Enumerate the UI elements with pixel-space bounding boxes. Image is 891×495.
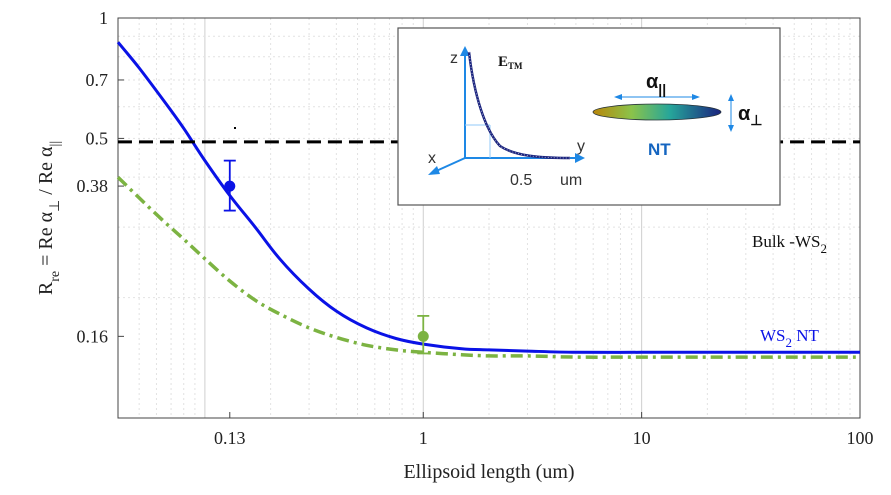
x-tick-label: 100	[847, 428, 874, 448]
y-tick-label: 0.38	[77, 176, 109, 196]
alpha-perp-label: α⊥	[738, 103, 763, 128]
ticks: 0.13 1 10 100 0.16 0.38 0.5 0.7 1	[77, 8, 874, 448]
inset-z-arrow	[460, 46, 470, 56]
alpha-par-arrowhead-right	[692, 94, 700, 100]
series-green-curve	[116, 175, 860, 359]
inset-nt-label: NT	[648, 140, 671, 159]
inset-unit-label: um	[560, 172, 582, 189]
x-axis-label: Ellipsoid length (um)	[403, 461, 574, 483]
y-tick-label: 1	[99, 8, 108, 28]
nt-annotation: WS2 NT	[760, 326, 820, 350]
inset-x-arrow	[428, 166, 440, 175]
alpha-par-arrowhead-left	[614, 94, 622, 100]
inset-z-label: z	[450, 50, 458, 67]
x-tick-label: 0.13	[214, 428, 246, 448]
inset-y-arrow	[575, 153, 585, 163]
alpha-perp-arrowhead-bottom	[728, 125, 734, 132]
y-tick-label: 0.7	[86, 70, 109, 90]
data-point-1	[224, 180, 236, 192]
plot-frame	[117, 17, 861, 419]
inset-x-label: x	[428, 150, 436, 167]
series-layer	[116, 41, 860, 359]
inset-frame	[397, 27, 781, 206]
inset-x-axis	[433, 157, 466, 173]
inset-tick-label: 0.5	[510, 172, 532, 189]
nanotube-ellipsoid	[592, 103, 722, 121]
y-axis-label: Rre = Re α⊥ / Re α||	[35, 141, 63, 295]
y-tick-label: 0.16	[77, 326, 109, 346]
bulk-annotation: Bulk -WS2	[752, 232, 827, 256]
inset-panel: z y x 0.5 um ETM α|| α⊥ NT	[397, 27, 781, 206]
stray-mark	[234, 127, 236, 129]
data-point-2	[417, 330, 429, 342]
y-tick-label: 0.5	[86, 128, 109, 148]
inset-e-label: ETM	[498, 54, 523, 71]
points-layer	[223, 159, 430, 355]
inset-y-label: y	[577, 138, 585, 155]
alpha-par-label: α||	[646, 71, 666, 97]
alpha-perp-arrowhead-top	[728, 94, 734, 101]
x-tick-label: 10	[633, 428, 651, 448]
x-tick-label: 1	[419, 428, 428, 448]
inset-decay-curve-dots	[468, 51, 571, 159]
